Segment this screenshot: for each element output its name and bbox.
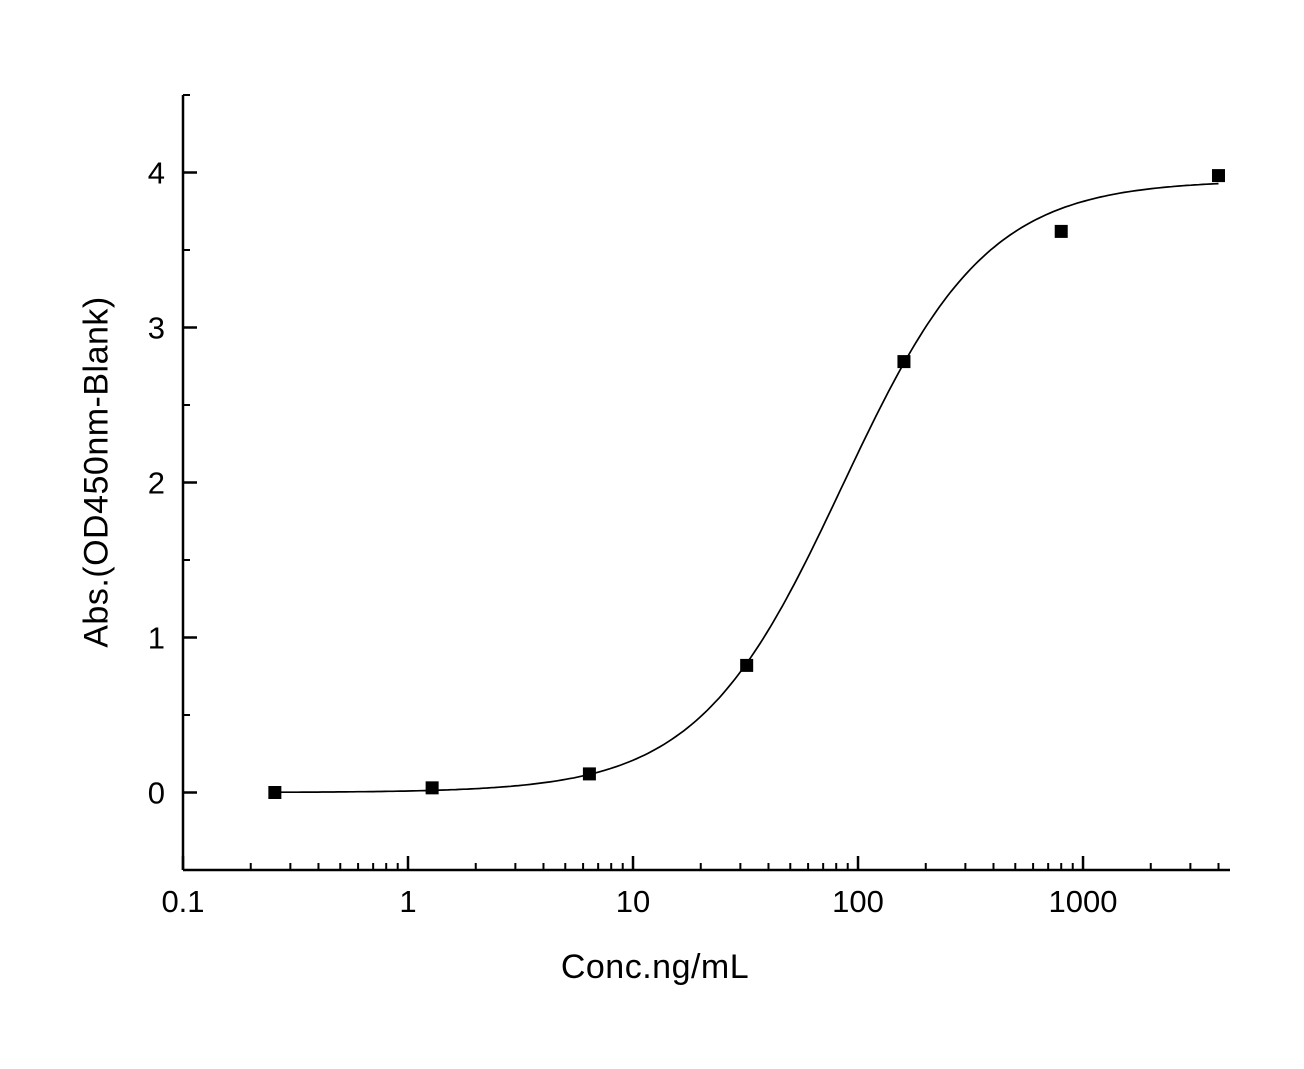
data-point-marker: [897, 355, 911, 369]
x-tick-label: 0.1: [161, 884, 204, 919]
data-point-marker: [425, 781, 439, 795]
x-tick-label: 10: [616, 884, 650, 919]
x-tick-label: 1000: [1049, 884, 1118, 919]
y-tick-label: 2: [148, 466, 165, 501]
y-axis-title: Abs.(OD450nm-Blank): [77, 296, 116, 648]
data-point-marker: [582, 767, 596, 781]
data-point-marker: [1211, 169, 1225, 183]
data-point-marker: [268, 786, 282, 799]
data-point-marker: [1054, 224, 1068, 238]
data-point-marker: [740, 658, 754, 672]
y-tick-label: 1: [148, 621, 165, 656]
y-tick-label: 4: [148, 156, 165, 191]
x-tick-label: 100: [832, 884, 884, 919]
fit-curve: [274, 182, 1219, 794]
y-tick-label: 3: [148, 311, 165, 346]
y-tick-label: 0: [148, 776, 165, 811]
x-tick-label: 1: [399, 884, 416, 919]
x-axis-title: Conc.ng/mL: [560, 948, 750, 986]
